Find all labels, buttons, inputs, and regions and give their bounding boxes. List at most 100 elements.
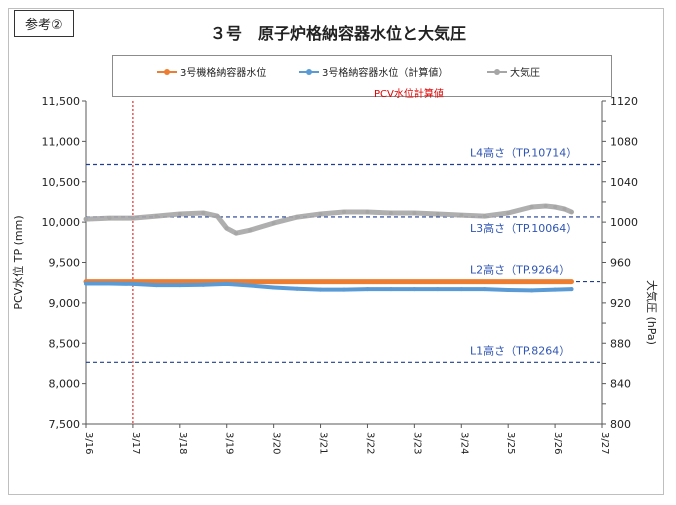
y2-tick-label: 1120: [610, 95, 638, 108]
x-tick-label: 3/22: [364, 432, 375, 454]
y-tick-label: 11,000: [42, 135, 81, 148]
x-tick-label: 3/18: [177, 432, 188, 454]
series-1-point: [412, 287, 417, 292]
series-2-point: [234, 231, 239, 236]
series-2-point: [107, 216, 112, 221]
legend-label-2: 大気圧: [510, 68, 540, 79]
series-1-point: [506, 288, 511, 292]
series-2-point: [553, 205, 558, 209]
series-1-point: [318, 287, 323, 292]
series-2-point: [130, 216, 135, 221]
series-1-point: [435, 287, 440, 292]
pcv-annotation-note: PCV水位計算値: [374, 89, 444, 100]
y2-tick-label: 960: [610, 257, 631, 270]
y2-tick-label: 880: [610, 337, 631, 350]
series-1-point: [388, 287, 393, 292]
series-2-point: [224, 226, 229, 231]
y2-tick-label: 840: [610, 378, 631, 391]
series-2-point: [84, 217, 88, 222]
x-tick-label: 3/21: [318, 432, 329, 454]
y-tick-label: 10,000: [42, 216, 81, 229]
y-axis-title: PCV水位 TP (mm): [11, 215, 25, 309]
y-tick-label: 11,500: [42, 95, 81, 108]
y-tick-label: 9,000: [49, 297, 81, 310]
y2-tick-label: 1040: [610, 176, 638, 189]
series-2-point: [215, 214, 220, 219]
y2-tick-label: 1080: [610, 135, 638, 148]
series-1-point: [459, 287, 464, 292]
series-1-point: [177, 283, 182, 288]
series-2-point: [177, 212, 182, 216]
series-1-point: [201, 282, 206, 287]
y-tick-label: 8,000: [49, 378, 81, 391]
reference-line-label: L2高さ（TP.9264）: [470, 263, 570, 277]
x-tick-label: 3/16: [83, 432, 94, 454]
series-2-point: [529, 205, 534, 209]
series-2-point: [318, 212, 323, 216]
legend-swatch-0: [157, 68, 177, 75]
series-2-point: [154, 214, 159, 219]
series-1-point: [84, 281, 88, 286]
y2-axis-title: 大気圧 (hPa): [645, 280, 659, 345]
x-tick-label: 3/19: [224, 432, 235, 454]
series-1-point: [569, 287, 574, 292]
x-tick-label: 3/27: [599, 432, 610, 454]
series-1-point: [365, 287, 370, 292]
series-2-point: [271, 221, 276, 226]
series-1-point: [224, 281, 229, 286]
series-2-point: [295, 215, 300, 220]
series-2-point: [506, 211, 511, 215]
series-1-point: [529, 288, 534, 293]
series-1-point: [107, 281, 112, 286]
series-1-point: [248, 283, 253, 288]
legend-swatch-1: [299, 68, 319, 75]
series-line-1: [84, 281, 574, 293]
reference-line-label: L1高さ（TP.8264）: [470, 343, 570, 357]
y-tick-label: 10,500: [42, 176, 81, 189]
series-2-point: [459, 213, 464, 218]
legend-label-1: 3号格納容器水位（計算値）: [322, 68, 449, 79]
reference-line-label: L4高さ（TP.10714）: [470, 145, 577, 159]
x-tick-label: 3/24: [458, 432, 469, 454]
y2-tick-label: 1000: [610, 216, 638, 229]
reference-badge: 参考②: [14, 10, 74, 37]
series-1-point: [295, 286, 300, 291]
series-2-point: [248, 228, 253, 233]
series-2-point: [201, 211, 206, 215]
x-tick-label: 3/25: [505, 432, 516, 454]
reference-line-label: L3高さ（TP.10064）: [470, 221, 577, 235]
series-2-point: [569, 210, 574, 214]
series-2-point: [388, 211, 393, 215]
legend-swatch-2: [487, 68, 507, 75]
series-1-point: [130, 281, 135, 286]
series-1-point: [154, 283, 159, 288]
series-2-point: [342, 210, 346, 214]
series-line-2: [83, 203, 574, 236]
chart-legend: 3号機格納容器水位 3号格納容器水位（計算値） 大気圧: [112, 55, 612, 97]
legend-item-series-1: 3号格納容器水位（計算値）: [299, 64, 448, 79]
series-2-point: [365, 210, 370, 214]
legend-item-series-2: 大気圧: [487, 64, 540, 79]
y2-tick-label: 920: [610, 297, 631, 310]
series-1-point: [342, 287, 346, 292]
legend-item-series-0: 3号機格納容器水位: [157, 64, 266, 79]
y-tick-label: 8,500: [49, 337, 81, 350]
series-2-point: [562, 207, 567, 211]
x-tick-label: 3/17: [130, 432, 141, 454]
series-1-point: [553, 287, 558, 292]
chart-title: ３号 原子炉格納容器水位と大気圧: [209, 24, 466, 43]
series-2-point: [482, 214, 487, 219]
y-tick-label: 9,500: [49, 257, 81, 270]
series-1-point: [482, 287, 487, 292]
series-2-point: [435, 212, 440, 216]
series-1-point: [271, 285, 276, 290]
legend-label-0: 3号機格納容器水位: [180, 68, 267, 79]
y2-tick-label: 800: [610, 418, 631, 431]
x-tick-label: 3/26: [552, 432, 563, 454]
x-tick-label: 3/20: [271, 432, 282, 454]
series-0-point: [569, 279, 574, 284]
series-2-point: [543, 204, 548, 208]
x-tick-label: 3/23: [411, 432, 422, 454]
series-2-point: [412, 211, 417, 215]
